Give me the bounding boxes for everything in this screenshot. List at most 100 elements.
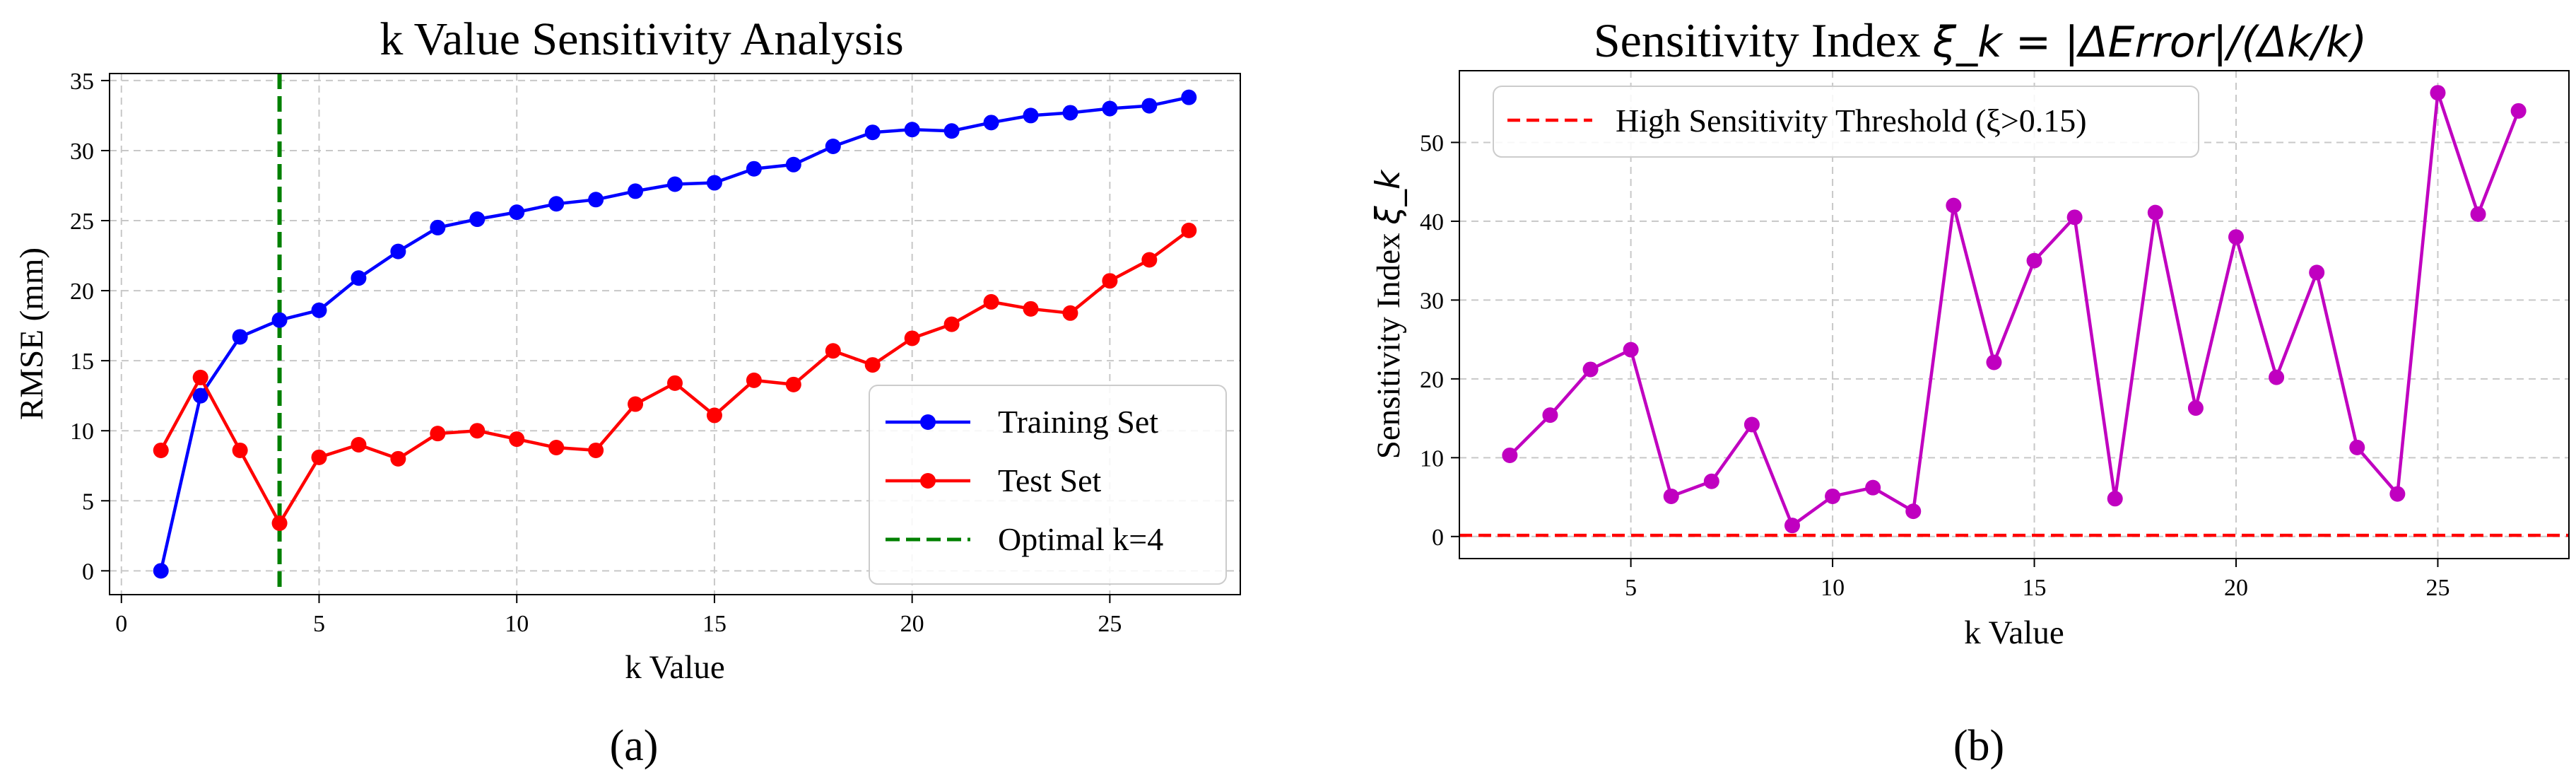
tick-label-a-y-20: 20: [70, 279, 94, 305]
tick-label-a-y-10: 10: [70, 419, 94, 445]
series-a-0-point-17: [785, 156, 801, 173]
series-a-1-point-15: [706, 407, 722, 424]
series-a-0-point-9: [469, 211, 486, 228]
legend-a-box: [869, 385, 1227, 585]
tick-label-b-x-20: 20: [2224, 575, 2248, 601]
series-a-0-point-2: [192, 387, 208, 404]
series-a-0-point-13: [628, 183, 644, 199]
series-b-0-point-2: [1502, 447, 1518, 463]
series-a-1-point-16: [746, 372, 762, 388]
panel-b: Sensitivity Index ξ_k = |ΔError|/(Δk/k) …: [1369, 13, 2570, 770]
series-b-0-point-21: [2269, 369, 2285, 385]
series-a-0-point-27: [1181, 89, 1197, 105]
series-b-0-point-15: [2026, 252, 2042, 269]
series-b-0-point-5: [1623, 342, 1639, 358]
series-a-1-point-1: [153, 442, 169, 458]
series-b-0-point-13: [1946, 197, 1962, 214]
series-b-0-point-20: [2228, 229, 2244, 245]
legend-a-item-training: Training Set: [886, 404, 1158, 440]
series-a-0-point-1: [153, 563, 169, 579]
ticks-b: 5 10 15 20 25 0 10 20 30 40 50: [1420, 130, 2449, 601]
series-a-0-point-16: [746, 161, 762, 177]
chart-b-title: Sensitivity Index ξ_k = |ΔError|/(Δk/k): [1594, 13, 2367, 67]
series-b-0-point-3: [1542, 407, 1558, 424]
tick-label-a-y-15: 15: [70, 349, 94, 375]
legend-b: High Sensitivity Threshold (ξ>0.15): [1493, 86, 2199, 158]
series-a-1-point-12: [588, 442, 604, 458]
tick-label-b-y-10: 10: [1420, 445, 1444, 472]
legend-a-optimal-label: Optimal k=4: [998, 521, 1163, 557]
series-a-0-point-6: [351, 270, 367, 286]
series-a-0-point-5: [311, 302, 327, 318]
series-a-0-point-19: [864, 124, 881, 141]
tick-label-a-x-15: 15: [702, 611, 727, 637]
series-b-0-point-4: [1582, 361, 1599, 378]
series-a-1-point-3: [232, 442, 248, 458]
chart-b-title-text: Sensitivity Index: [1594, 13, 1933, 67]
tick-label-a-x-10: 10: [505, 611, 529, 637]
series-a-0-point-3: [232, 329, 248, 345]
legend-a-test-marker: [920, 473, 936, 489]
chart-b-ylabel-symbol: ξ_k: [1369, 169, 1408, 226]
caption-a: (a): [610, 722, 659, 770]
chart-b-xlabel: k Value: [1964, 614, 2064, 651]
series-a-0-point-24: [1062, 105, 1078, 121]
series-a-1-point-11: [548, 439, 565, 455]
tick-label-a-y-30: 30: [70, 139, 94, 165]
tick-label-a-x-5: 5: [313, 611, 325, 637]
series-b-0-point-7: [1703, 473, 1719, 489]
axes-b-frame: [1459, 70, 2570, 559]
series-a-0-point-12: [588, 192, 604, 208]
series-a-1-point-4: [271, 515, 288, 531]
legend-a-item-test: Test Set: [886, 462, 1101, 498]
series-b-0-point-8: [1743, 416, 1760, 433]
tick-label-b-y-40: 40: [1420, 209, 1444, 235]
series-a-1-point-26: [1141, 252, 1158, 268]
legend-a-item-optimal: Optimal k=4: [886, 521, 1163, 557]
chart-b-title-math: ξ_k = |ΔError|/(Δk/k): [1932, 18, 2368, 67]
series-b-0-point-18: [2147, 204, 2163, 221]
series-b-0-point-27: [2510, 103, 2527, 119]
tick-label-b-x-25: 25: [2425, 575, 2449, 601]
series-b-0-point-10: [1825, 488, 1841, 504]
tick-label-a-y-25: 25: [70, 209, 94, 235]
series-b-0-point-17: [2107, 491, 2123, 507]
tick-label-b-x-10: 10: [1821, 575, 1845, 601]
series-a-1-point-10: [509, 431, 525, 448]
series-b-0-point-14: [1986, 354, 2002, 370]
series-a-1-point-20: [904, 330, 920, 346]
panel-a: k Value Sensitivity Analysis 0 5 10 15 20 250…: [13, 13, 1241, 770]
series-b-0-point-9: [1784, 518, 1800, 534]
series-a-0-point-7: [390, 243, 406, 259]
series-a-1-point-21: [943, 316, 960, 332]
series-a-1-point-5: [311, 449, 327, 465]
series-b: [1502, 85, 2527, 534]
series-a-1-point-23: [1023, 300, 1039, 317]
tick-label-b-y-30: 30: [1420, 288, 1444, 314]
series-a-1-point-18: [825, 343, 841, 359]
series-a-1-point-17: [785, 376, 801, 392]
ticks-a: 0 5 10 15 20 25 0 5 10 15 20 25 30 35: [70, 69, 1122, 637]
caption-b: (b): [1953, 722, 2004, 770]
series-a-1-point-22: [983, 293, 999, 310]
chart-b-ylabel-text: Sensitivity Index: [1370, 225, 1407, 460]
series-b-0-point-22: [2309, 264, 2325, 281]
series-b-0-point-26: [2470, 206, 2486, 222]
series-a-1-point-19: [864, 357, 881, 373]
legend-a-training-marker: [920, 414, 936, 430]
axes-a-frame: [109, 73, 1241, 595]
legend-b-box: [1493, 86, 2199, 158]
series-a-1-point-9: [469, 423, 486, 439]
tick-label-b-y-20: 20: [1420, 367, 1444, 393]
series-a: [153, 89, 1197, 579]
tick-label-a-y-5: 5: [82, 489, 94, 515]
legend-a: Training Set Test Set Optimal k=4: [869, 385, 1227, 585]
series-a-1-point-8: [430, 426, 446, 442]
series-a-0-point-20: [904, 122, 920, 138]
tick-label-a-x-0: 0: [115, 611, 127, 637]
series-a-0-point-18: [825, 139, 841, 155]
series-b-0-point-19: [2187, 400, 2204, 416]
series-a-0-point-10: [509, 204, 525, 221]
series-a-0-point-23: [1023, 107, 1039, 124]
legend-a-training-label: Training Set: [998, 404, 1158, 440]
